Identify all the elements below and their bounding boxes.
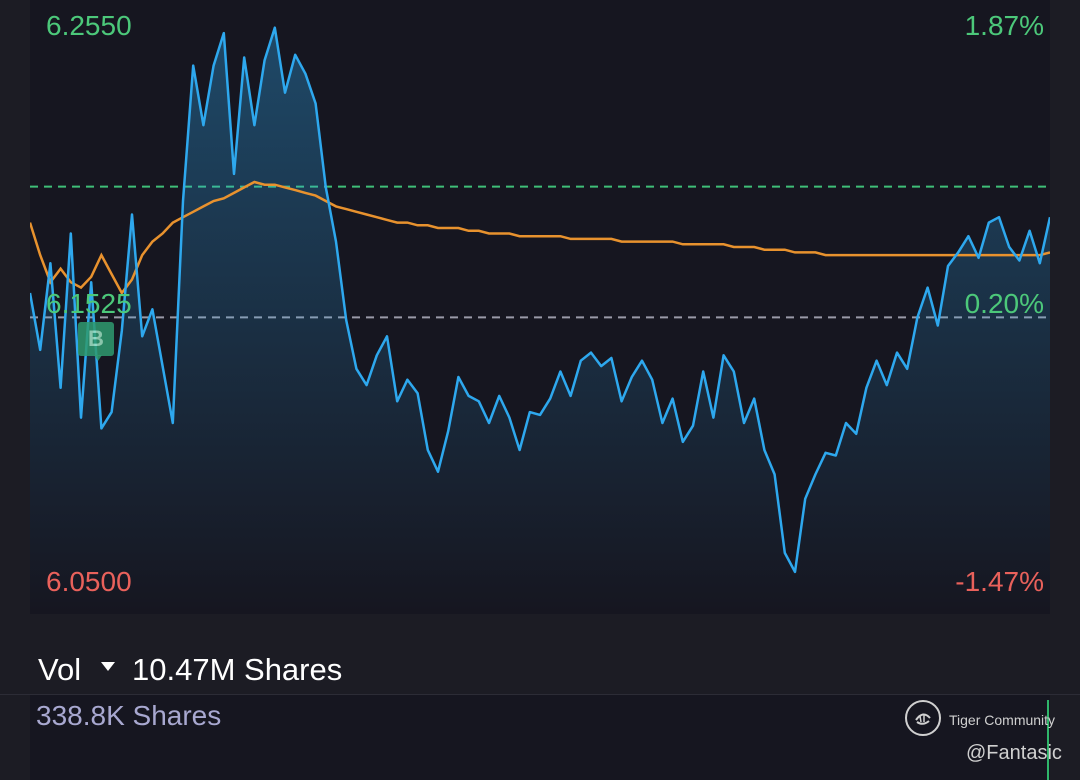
average-price-line bbox=[30, 180, 1050, 296]
pct-mid-label: 0.20% bbox=[964, 288, 1044, 319]
volume-total: 10.47M Shares bbox=[132, 652, 343, 687]
volume-axis-label: 338.8K Shares bbox=[36, 700, 222, 731]
price-high-label: 6.2550 bbox=[46, 10, 132, 41]
buy-marker-tail bbox=[94, 355, 102, 361]
pct-low-label: -1.47% bbox=[955, 566, 1044, 597]
volume-header bbox=[0, 614, 1080, 695]
price-line bbox=[30, 26, 1050, 574]
pct-high-label: 1.87% bbox=[964, 10, 1044, 41]
volume-indicator-label[interactable]: Vol bbox=[38, 652, 82, 687]
caret-down-icon[interactable] bbox=[101, 662, 115, 671]
volume-bar bbox=[1047, 700, 1049, 780]
price-chart-svg bbox=[30, 26, 1050, 614]
intraday-chart[interactable] bbox=[30, 0, 1050, 614]
buy-marker[interactable]: B bbox=[78, 322, 114, 356]
watermark-brand: Tiger Community bbox=[949, 712, 1056, 728]
price-mid-label: 6.1525 bbox=[46, 288, 132, 319]
price-area-fill bbox=[30, 27, 1050, 614]
volume-panel[interactable] bbox=[30, 695, 1050, 780]
buy-marker-label: B bbox=[88, 326, 104, 351]
tiger-logo-icon bbox=[905, 700, 941, 736]
price-low-label: 6.0500 bbox=[46, 566, 132, 597]
watermark-handle: @Fantasic bbox=[966, 742, 1062, 764]
